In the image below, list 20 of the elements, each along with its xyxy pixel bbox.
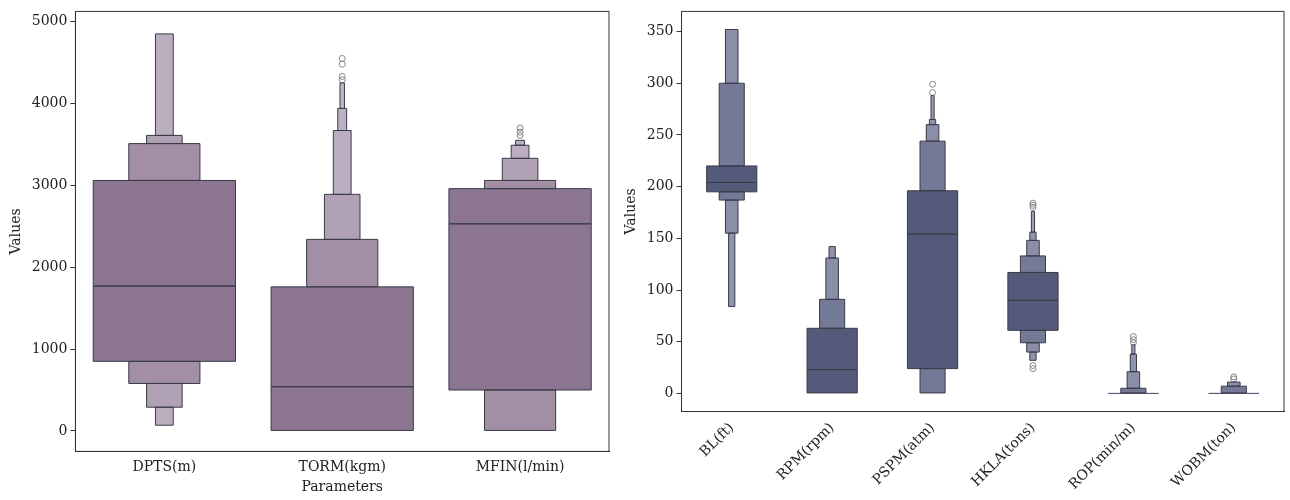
y-tick-label: 5000	[31, 12, 68, 29]
x-tick-label: TORM(kgm)	[298, 458, 386, 475]
y-tick-label: 250	[646, 125, 674, 142]
y-tick-label: 1000	[31, 339, 68, 356]
y-tick-label: 3000	[31, 175, 68, 192]
y-tick-label: 150	[646, 228, 674, 245]
x-tick-label: MFIN(l/min)	[475, 458, 565, 475]
y-axis-title: Values	[7, 208, 24, 256]
x-axis-title: Parameters	[301, 478, 383, 495]
y-tick-label: 100	[646, 280, 674, 297]
y-tick-label: 300	[646, 73, 674, 90]
y-tick-label: 4000	[31, 94, 68, 111]
y-tick-label: 50	[655, 332, 674, 349]
y-tick-label: 0	[664, 384, 674, 401]
y-tick-label: 0	[58, 421, 68, 438]
y-tick-label: 200	[646, 177, 674, 194]
y-tick-label: 2000	[31, 257, 68, 274]
y-axis-title: Values	[622, 188, 639, 236]
x-tick-label: DPTS(m)	[132, 458, 197, 475]
y-tick-label: 350	[646, 22, 674, 39]
